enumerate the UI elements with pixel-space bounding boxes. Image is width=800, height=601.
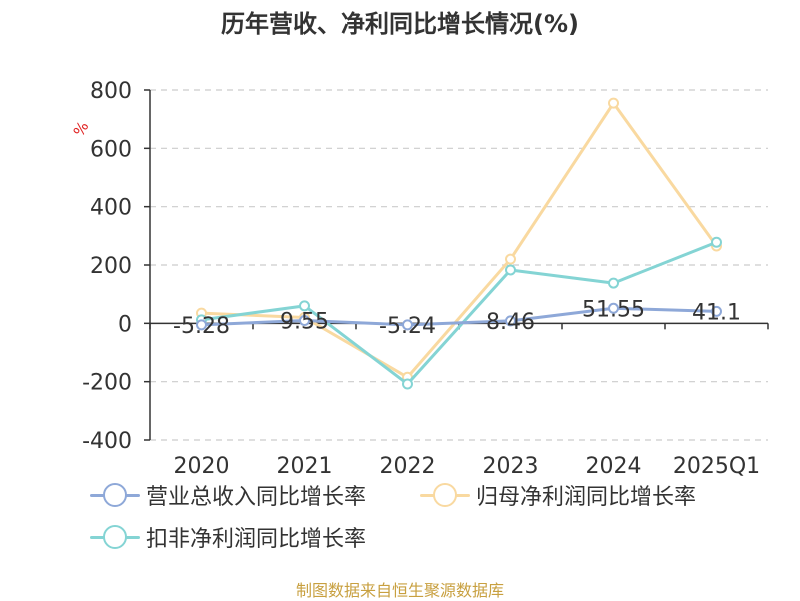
data-point [608, 302, 619, 314]
data-point [505, 315, 516, 327]
data-point [505, 264, 516, 276]
series-line [201, 101, 718, 379]
x-tick-label: 2020 [174, 454, 230, 479]
legend-marker-icon [90, 480, 140, 510]
legend-item-net-profit[interactable]: 归母净利润同比增长率 [420, 478, 696, 512]
data-point [299, 315, 310, 327]
data-label: -5.24 [379, 314, 436, 339]
data-point [608, 277, 619, 289]
legend-item-revenue[interactable]: 营业总收入同比增长率 [90, 478, 366, 512]
x-tick-label: 2024 [586, 454, 642, 479]
x-tick-label: 2023 [483, 454, 539, 479]
y-tick-label: 800 [90, 79, 132, 104]
legend-label: 营业总收入同比增长率 [146, 485, 367, 510]
y-tick-label: 400 [90, 196, 132, 221]
legend-marker-icon [420, 480, 470, 510]
data-source-note: 制图数据来自恒生聚源数据库 [295, 581, 504, 600]
series-line [201, 306, 717, 327]
y-tick-label: 200 [90, 254, 132, 279]
data-point [711, 236, 722, 248]
data-label: 9.55 [280, 310, 329, 335]
legend-marker-icon [90, 522, 140, 552]
legend-label: 归母净利润同比增长率 [476, 485, 697, 510]
data-label: 41.1 [692, 300, 741, 325]
data-point [711, 305, 722, 317]
y-tick-label: 600 [90, 137, 132, 162]
legend-item-deducted-net-profit[interactable]: 扣非净利润同比增长率 [90, 520, 366, 554]
x-tick-label: 2025Q1 [673, 454, 760, 479]
data-label: 51.55 [582, 297, 645, 322]
legend-label: 扣非净利润同比增长率 [146, 527, 367, 552]
data-point [505, 253, 516, 265]
data-point [402, 319, 413, 331]
y-tick-label: -200 [82, 371, 132, 396]
data-label: 8.46 [486, 310, 535, 335]
x-tick-label: 2021 [277, 454, 333, 479]
chart-title: 历年营收、净利同比增长情况(%) [221, 10, 579, 38]
data-point [299, 300, 310, 312]
data-point [402, 378, 413, 390]
data-point [196, 319, 207, 331]
data-label: -5.28 [173, 314, 230, 339]
y-tick-label: -400 [82, 429, 132, 454]
data-point [608, 97, 619, 109]
x-tick-label: 2022 [380, 454, 436, 479]
series-line [201, 240, 718, 386]
y-tick-label: 0 [118, 312, 132, 337]
